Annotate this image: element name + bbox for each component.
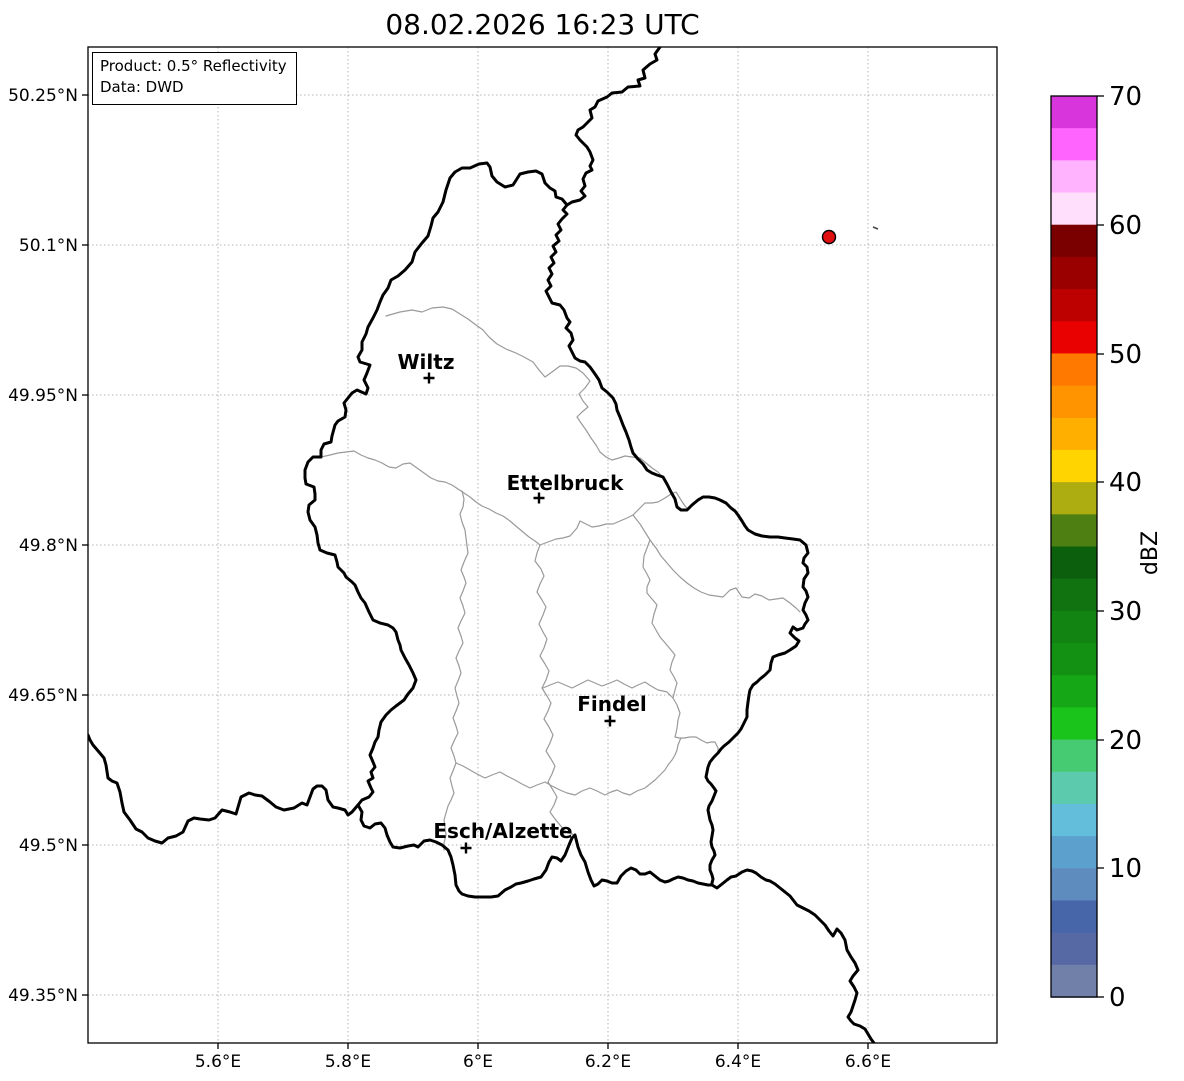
- y-tick-label: 50.1°N: [19, 236, 78, 256]
- city-label: Ettelbruck: [507, 471, 624, 495]
- city-label: Findel: [577, 692, 647, 716]
- y-tick-label: 49.65°N: [8, 686, 78, 706]
- city-annotation: Wiltz: [398, 350, 455, 384]
- colorbar-band: [1051, 353, 1097, 387]
- district-border-path: [320, 450, 541, 546]
- country-border-path: [303, 161, 569, 807]
- country-border-path: [356, 803, 714, 899]
- colorbar-tick-label: 60: [1109, 211, 1142, 241]
- colorbar-band: [1051, 739, 1097, 773]
- colorbar-band: [1051, 514, 1097, 548]
- radar-echo-point: [821, 229, 837, 245]
- colorbar-tick-label: 50: [1109, 340, 1142, 370]
- colorbar-tick-label: 10: [1109, 854, 1142, 884]
- city-plus-marker: [604, 715, 616, 727]
- colorbar-tick-label: 20: [1109, 726, 1142, 756]
- colorbar-band: [1051, 449, 1097, 483]
- colorbar-band: [1051, 224, 1097, 258]
- country-border-path: [88, 733, 360, 845]
- x-tick-label: 6.4°E: [715, 1052, 761, 1072]
- colorbar-band: [1051, 289, 1097, 323]
- product-info-line2: Data: DWD: [100, 78, 184, 97]
- colorbar-band: [1051, 546, 1097, 580]
- x-tick-label: 6.2°E: [585, 1052, 631, 1072]
- colorbar-unit-label: dBZ: [1138, 531, 1163, 575]
- colorbar-band: [1051, 160, 1097, 194]
- colorbar-band: [1051, 385, 1097, 419]
- colorbar-tick-label: 70: [1109, 82, 1142, 112]
- y-tick-label: 50.25°N: [8, 86, 78, 106]
- colorbar-band: [1051, 256, 1097, 290]
- y-tick-label: 49.5°N: [19, 836, 78, 856]
- colorbar-band: [1051, 192, 1097, 226]
- x-tick-label: 6.6°E: [845, 1052, 891, 1072]
- district-border-path: [542, 679, 674, 699]
- colorbar-band: [1051, 675, 1097, 709]
- city-plus-marker: [423, 372, 435, 384]
- district-border-path: [455, 737, 682, 796]
- country-borders: [88, 47, 876, 1043]
- colorbar-band: [1051, 707, 1097, 741]
- district-border-path: [642, 539, 719, 754]
- district-border-path: [443, 490, 469, 851]
- city-plus-marker: [460, 842, 472, 854]
- colorbar-band: [1051, 321, 1097, 355]
- district-border-path: [534, 544, 576, 836]
- colorbar-band: [1051, 964, 1097, 998]
- district-border-path: [539, 491, 689, 546]
- figure-title: 08.02.2026 16:23 UTC: [385, 8, 700, 41]
- y-tick-label: 49.8°N: [19, 536, 78, 556]
- x-tick-label: 6°E: [463, 1052, 493, 1072]
- colorbar-band: [1051, 900, 1097, 934]
- colorbar-band: [1051, 868, 1097, 902]
- country-border-path: [710, 868, 876, 1043]
- x-tick-label: 5.8°E: [325, 1052, 371, 1072]
- colorbar: 0 10 20 30 40 50 60 70 dBZ: [1050, 82, 1163, 1013]
- colorbar-tick-label: 30: [1109, 597, 1142, 627]
- small-boundary-mark: [872, 226, 879, 230]
- city-label: Wiltz: [398, 350, 455, 374]
- city-annotation: Ettelbruck: [507, 471, 624, 504]
- y-tick-label: 49.95°N: [8, 386, 78, 406]
- colorbar-band: [1051, 932, 1097, 966]
- colorbar-band: [1051, 96, 1097, 129]
- colorbar-band: [1051, 643, 1097, 677]
- x-tick-label: 5.6°E: [195, 1052, 241, 1072]
- colorbar-band: [1051, 417, 1097, 451]
- district-border-path: [632, 514, 801, 613]
- city-label: Esch/Alzette: [433, 819, 572, 843]
- colorbar-tick-label: 40: [1109, 468, 1142, 498]
- colorbar-band: [1051, 836, 1097, 870]
- colorbar-tick-label: 0: [1109, 983, 1126, 1013]
- product-info-box: Product: 0.5° Reflectivity Data: DWD: [92, 52, 297, 105]
- colorbar-band: [1051, 803, 1097, 837]
- country-border-path: [565, 47, 662, 207]
- city-plus-marker: [533, 492, 545, 504]
- colorbar-band: [1051, 482, 1097, 516]
- y-tick-label: 49.35°N: [8, 986, 78, 1006]
- colorbar-band: [1051, 771, 1097, 805]
- district-border-path: [385, 306, 664, 478]
- colorbar-band: [1051, 610, 1097, 644]
- grid-lines: [88, 47, 997, 1043]
- district-borders: [320, 306, 801, 851]
- country-border-path: [544, 203, 810, 887]
- colorbar-band: [1051, 578, 1097, 612]
- colorbar-band: [1051, 128, 1097, 162]
- city-annotation: Esch/Alzette: [433, 819, 573, 854]
- city-annotation: Findel: [577, 692, 647, 727]
- colorbar-outline: [1050, 95, 1098, 998]
- product-info-line1: Product: 0.5° Reflectivity: [100, 57, 287, 75]
- map-layers: Wiltz Ettelbruck Findel Esch/Alzette: [88, 47, 879, 1043]
